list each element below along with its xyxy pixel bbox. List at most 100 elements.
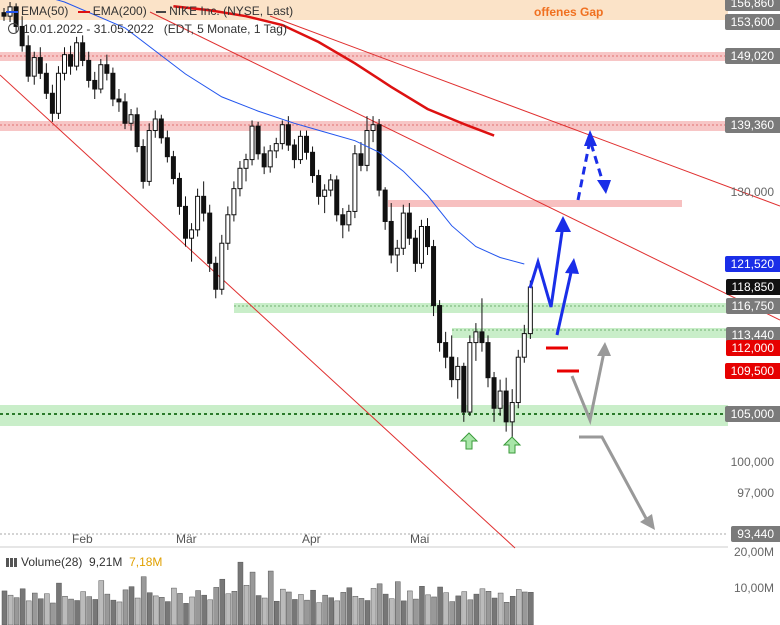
candle-body <box>158 118 164 139</box>
candle <box>273 137 279 159</box>
candle-body <box>467 342 473 413</box>
volume-bar <box>401 600 407 625</box>
candle <box>322 184 328 214</box>
volume-legend: Volume(28) 9,21M 7,18M <box>6 555 162 569</box>
volume-bar <box>74 600 80 625</box>
candle <box>104 54 110 81</box>
volume-bar <box>370 588 377 625</box>
volume-bar <box>376 583 383 625</box>
candle-body <box>497 390 503 409</box>
volume-bar <box>522 591 528 625</box>
candle-body <box>316 175 322 197</box>
gap-annotation: offenes Gap <box>534 5 604 19</box>
candle <box>461 362 467 422</box>
volume-icon <box>6 558 17 567</box>
candle <box>219 234 225 295</box>
chart-legend: EMA(50) EMA(200) NIKE Inc. (NYSE, Last) <box>0 4 293 18</box>
candle-body <box>80 42 86 61</box>
candle <box>189 223 195 262</box>
price-zones <box>0 0 728 548</box>
candle-body <box>521 333 527 358</box>
support-arrow-icon <box>502 436 522 454</box>
price-badge: 121,520 <box>724 256 780 272</box>
candle <box>25 35 31 82</box>
candle <box>62 47 67 81</box>
candle-body <box>455 365 461 381</box>
volume-bar <box>80 591 86 625</box>
volume-bar <box>237 561 244 625</box>
candle-body <box>443 342 449 358</box>
volume-bar <box>128 586 135 625</box>
candle-body <box>176 177 182 207</box>
candle <box>279 120 285 150</box>
volume-bar <box>334 600 340 625</box>
candle-body <box>98 64 104 90</box>
timeframe: (EDT, 5 Monate, 1 Tag) <box>163 22 287 36</box>
candle-body <box>304 135 309 153</box>
month-label: Mär <box>176 532 197 546</box>
candle-body <box>267 150 273 168</box>
volume-bar <box>146 592 153 625</box>
candle-body <box>237 167 243 190</box>
candle-body <box>340 214 346 226</box>
candle <box>425 218 430 255</box>
candle-body <box>104 64 110 74</box>
candle-body <box>128 114 134 124</box>
candle <box>473 323 479 361</box>
candle-body <box>1 12 7 17</box>
moving-averages <box>55 0 525 265</box>
volume-bar <box>213 587 219 625</box>
candle-body <box>164 137 170 158</box>
candle-body <box>388 220 394 256</box>
volume-bar <box>116 601 123 625</box>
volume-bar <box>473 593 480 625</box>
clock-icon <box>8 23 19 34</box>
volume-bar <box>207 599 213 625</box>
candles <box>1 2 533 450</box>
candle <box>255 121 261 160</box>
volume-bar <box>485 591 492 625</box>
price-badge: 118,850 <box>725 279 780 295</box>
volume-bar <box>407 590 413 625</box>
volume-bar <box>195 590 201 625</box>
volume-tick-10m: 10,00M <box>733 581 774 595</box>
candle-body <box>225 214 231 244</box>
candle <box>479 298 485 352</box>
volume-bar <box>110 599 117 625</box>
price-tick: 100,000 <box>730 455 774 469</box>
candle-body <box>249 125 255 161</box>
volume-bar <box>50 602 56 625</box>
candle <box>225 206 231 250</box>
volume-bar <box>1 590 8 625</box>
volume-bar <box>25 600 32 625</box>
volume-bar <box>122 589 129 625</box>
volume-bar <box>86 596 92 625</box>
ema200-label: EMA(200) <box>92 4 147 18</box>
candle-body <box>485 342 491 379</box>
support-arrow-icon <box>459 432 479 450</box>
candle <box>467 335 473 416</box>
month-label: Mai <box>410 532 430 546</box>
candle <box>412 229 418 272</box>
arrow-head-blue-1 <box>555 216 571 232</box>
candle-body <box>431 246 437 307</box>
candle-body <box>49 92 55 114</box>
volume-bar <box>479 588 486 625</box>
price-badge: 93,440 <box>731 526 780 542</box>
candle-body <box>334 179 340 216</box>
ema200-swatch <box>77 10 90 13</box>
candle <box>491 371 497 422</box>
candle <box>418 219 424 269</box>
projection-path-dashed <box>576 139 606 201</box>
candle-body <box>515 356 521 404</box>
candle <box>195 188 201 237</box>
volume-bar <box>56 582 62 625</box>
volume-bar <box>467 599 474 625</box>
candle <box>140 139 146 189</box>
price-badge: 149,020 <box>724 48 780 64</box>
candle <box>55 66 61 119</box>
volume-bar <box>388 598 395 625</box>
candle-body <box>62 54 67 74</box>
candle-body <box>19 25 25 47</box>
gap-fill-zone <box>388 200 682 207</box>
